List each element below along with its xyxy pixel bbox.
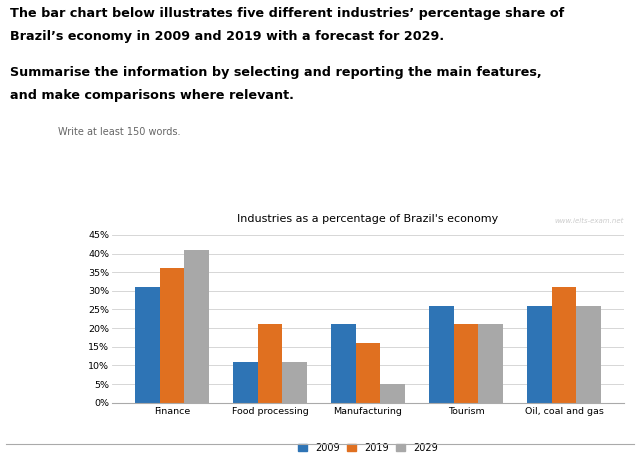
Bar bbox=[380, 384, 404, 403]
Text: and make comparisons where relevant.: and make comparisons where relevant. bbox=[10, 89, 294, 102]
Text: Brazil’s economy in 2009 and 2019 with a forecast for 2029.: Brazil’s economy in 2009 and 2019 with a… bbox=[10, 30, 444, 43]
Bar bbox=[184, 250, 209, 403]
Bar bbox=[233, 362, 258, 403]
Text: Write at least 150 words.: Write at least 150 words. bbox=[58, 127, 180, 137]
Text: The bar chart below illustrates five different industries’ percentage share of: The bar chart below illustrates five dif… bbox=[10, 7, 564, 20]
Bar bbox=[527, 306, 552, 403]
Bar bbox=[429, 306, 454, 403]
Title: Industries as a percentage of Brazil's economy: Industries as a percentage of Brazil's e… bbox=[237, 214, 499, 224]
Legend: 2009, 2019, 2029: 2009, 2019, 2029 bbox=[294, 439, 442, 455]
Bar bbox=[356, 343, 380, 403]
Bar bbox=[282, 362, 307, 403]
Bar bbox=[454, 324, 478, 403]
Bar bbox=[478, 324, 503, 403]
Text: Summarise the information by selecting and reporting the main features,: Summarise the information by selecting a… bbox=[10, 66, 541, 79]
Bar bbox=[160, 268, 184, 403]
Bar bbox=[576, 306, 601, 403]
Bar bbox=[135, 287, 160, 403]
Bar bbox=[258, 324, 282, 403]
Text: www.ielts-exam.net: www.ielts-exam.net bbox=[555, 218, 624, 224]
Bar bbox=[332, 324, 356, 403]
Bar bbox=[552, 287, 576, 403]
